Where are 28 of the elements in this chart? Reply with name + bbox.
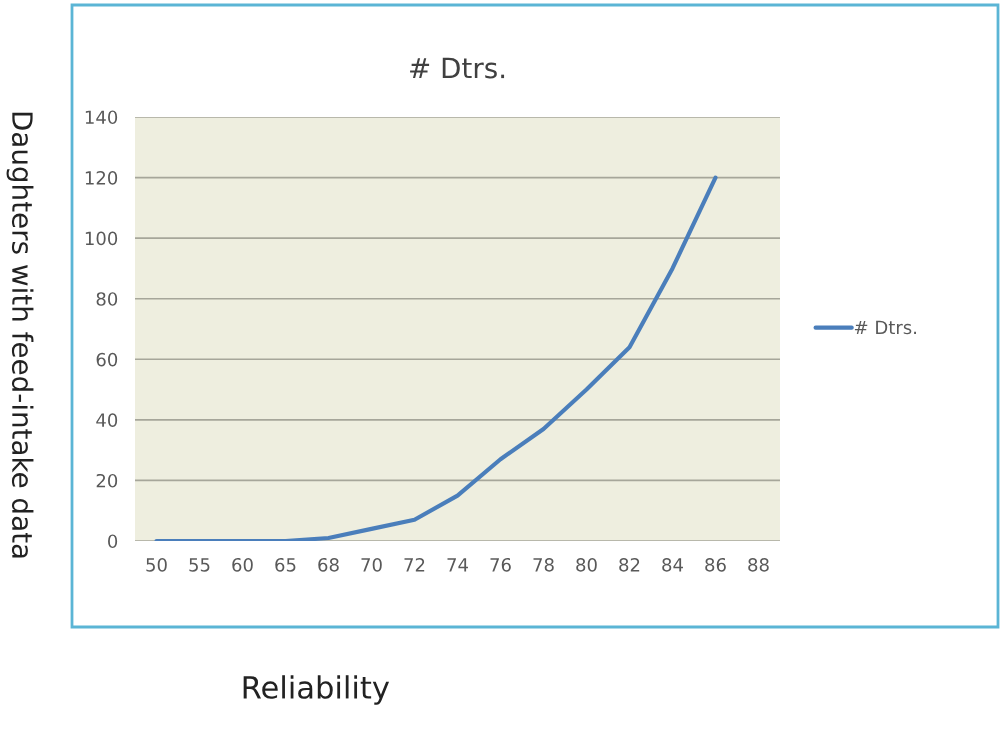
y-axis-title: Daughters with feed-intake data	[6, 112, 34, 558]
y-tick-label: 40	[96, 413, 118, 427]
y-tick-label: 140	[85, 110, 118, 125]
y-tick-label: 0	[108, 534, 118, 549]
x-tick-label: 86	[705, 557, 726, 572]
x-tick-label: 76	[490, 557, 511, 572]
y-tick-label: 80	[96, 292, 118, 306]
x-tick-label: 88	[748, 557, 769, 572]
y-tick-label: 60	[96, 352, 118, 367]
x-tick-label: 72	[404, 557, 425, 572]
y-tick-label: 20	[96, 473, 118, 488]
x-tick-label: 55	[189, 558, 210, 572]
x-tick-label: 60	[232, 557, 253, 572]
x-tick-label: 50	[146, 557, 167, 572]
line-series	[154, 175, 718, 541]
x-tick-label: 84	[662, 557, 683, 572]
legend-label: # Dtrs.	[854, 320, 916, 335]
x-tick-label: 65	[275, 557, 296, 572]
x-tick-label: 74	[447, 558, 468, 572]
x-tick-label: 82	[619, 557, 640, 572]
x-tick-label: 70	[361, 557, 382, 572]
x-tick-label: 80	[576, 557, 597, 572]
x-tick-label: 78	[533, 557, 554, 572]
chart-title: # Dtrs.	[410, 57, 505, 79]
x-tick-label: 68	[318, 557, 339, 572]
y-tick-label: 120	[85, 171, 118, 185]
y-tick-label: 100	[85, 231, 118, 246]
x-axis-title: Reliability	[243, 675, 390, 705]
